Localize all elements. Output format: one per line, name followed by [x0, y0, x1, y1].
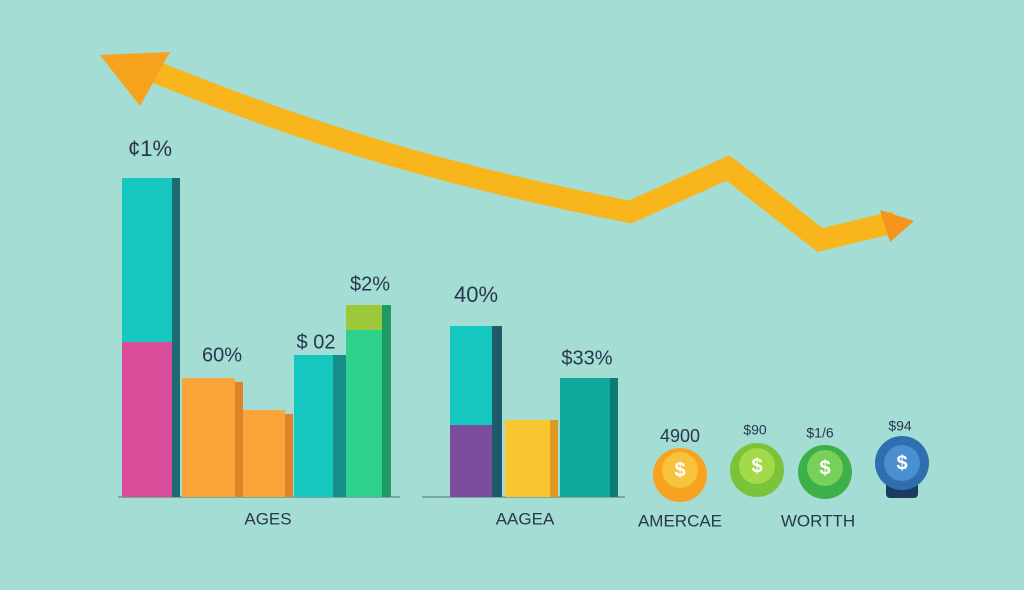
bar [560, 378, 610, 497]
caption: AAGEA [496, 509, 555, 528]
arrow-head [880, 210, 914, 242]
arrow-head [100, 52, 170, 106]
bar-side [550, 420, 558, 497]
bar [182, 378, 235, 497]
coin-symbol: $ [674, 459, 685, 481]
bar [294, 355, 333, 497]
bar-side [610, 378, 618, 497]
coin-face [739, 448, 775, 484]
value-label: $ 02 [297, 331, 336, 353]
bar-side [235, 382, 243, 497]
value-label: 60% [202, 344, 242, 366]
caption: WORTTH [781, 511, 855, 530]
value-label: 40% [454, 282, 498, 307]
coin-symbol: $ [819, 457, 830, 479]
coins [653, 436, 929, 502]
bar-side [333, 355, 346, 497]
caption: AGES [244, 509, 291, 528]
coin-face [884, 445, 920, 481]
bar-cap [346, 305, 382, 330]
trend-arrow [145, 59, 898, 252]
value-label: 4900 [660, 426, 700, 446]
bar [450, 326, 492, 425]
bar-side [492, 326, 502, 497]
caption: AMERCAE [638, 511, 722, 530]
value-label: $90 [743, 422, 767, 438]
coin-face [662, 452, 698, 488]
value-label: $2% [350, 273, 390, 295]
bar-side [382, 305, 391, 497]
value-label: $1/6 [806, 425, 833, 441]
bar-group [422, 326, 625, 498]
bar-side [172, 178, 180, 497]
bar [346, 330, 382, 497]
coin-symbol: $ [751, 455, 762, 477]
coin-symbol: $ [896, 452, 907, 474]
bar [122, 342, 172, 497]
bar [243, 410, 285, 497]
bar [450, 425, 492, 497]
bar-side [285, 414, 293, 497]
value-label: $94 [888, 418, 912, 434]
bar-group [118, 178, 400, 498]
coin-face [807, 450, 843, 486]
value-label: ¢1% [128, 136, 172, 161]
value-label: $33% [561, 347, 612, 369]
bar [122, 178, 172, 342]
bar [505, 420, 550, 497]
